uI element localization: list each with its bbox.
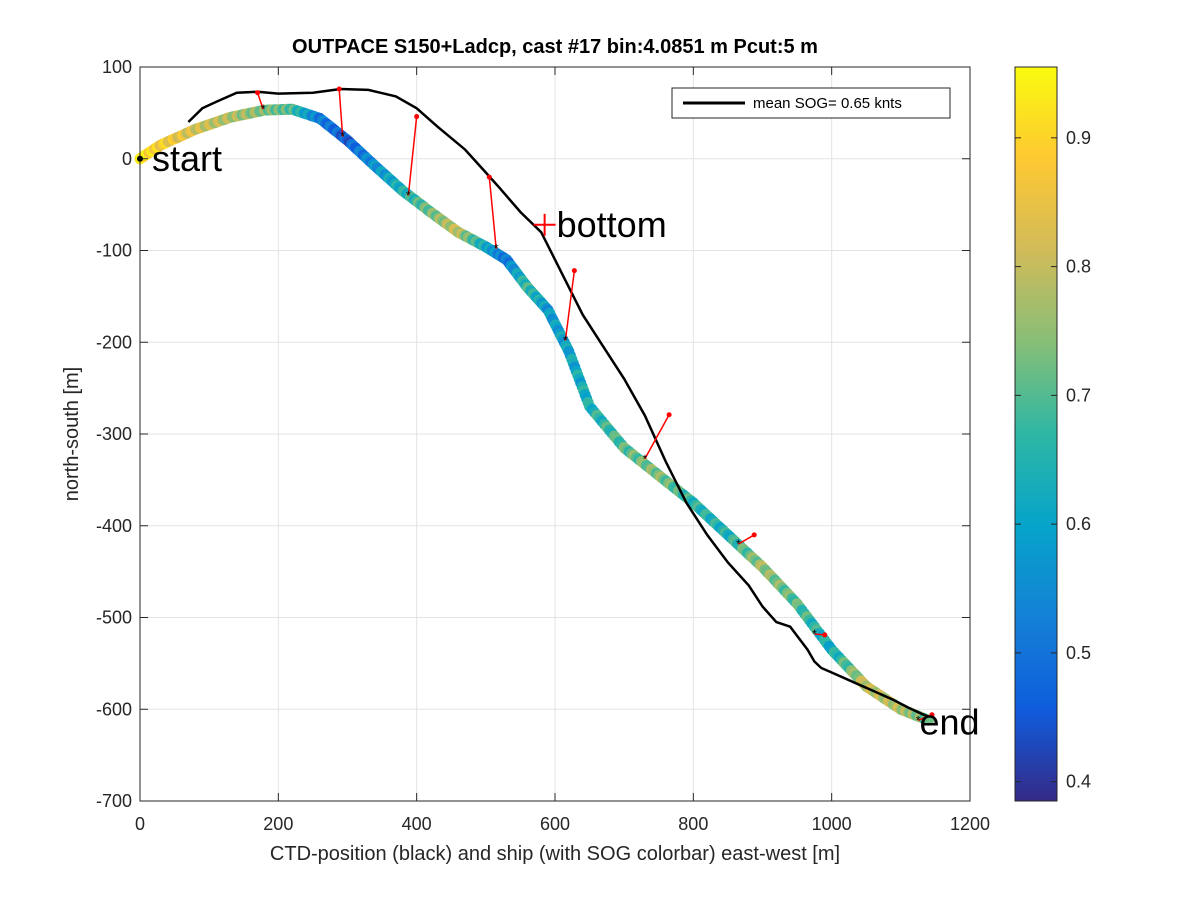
x-tick-label: 1000 — [812, 814, 852, 834]
connector-ship-marker: * — [916, 713, 921, 727]
y-axis-label: north-south [m] — [61, 367, 83, 502]
connector-line — [564, 270, 576, 341]
x-axis-label: CTD-position (black) and ship (with SOG … — [270, 843, 840, 865]
x-tick-label: 200 — [263, 814, 293, 834]
y-tick-label: 100 — [102, 57, 132, 77]
y-tick-label: -400 — [96, 516, 132, 536]
y-tick-label: -300 — [96, 424, 132, 444]
colorbar-tick-label: 0.7 — [1066, 385, 1091, 405]
y-tick-label: -700 — [96, 791, 132, 811]
grid — [140, 67, 970, 801]
colorbar — [1014, 66, 1058, 802]
connector-ship-marker: * — [261, 102, 266, 116]
connector-ctd-point — [255, 90, 261, 96]
annotations: start bottom end — [137, 138, 980, 742]
legend: mean SOG= 0.65 knts — [671, 87, 951, 119]
annotation-end: end — [920, 701, 980, 742]
colorbar-tick-label: 0.8 — [1066, 257, 1091, 277]
colorbar-tick-label: 0.9 — [1066, 128, 1091, 148]
connector-ctd-point — [666, 412, 672, 418]
connector-line — [407, 116, 418, 196]
bottom-marker — [533, 213, 556, 236]
colorbar-ticks: 0.9 0.8 0.7 0.6 0.5 0.4 — [1015, 128, 1091, 792]
connector-ship-marker: * — [643, 452, 648, 466]
x-tick-label: 1200 — [950, 814, 990, 834]
ticks: 0 200 400 600 800 1000 12001000-100-200-300-40… — [96, 57, 990, 834]
connector-ship-marker: * — [494, 242, 499, 256]
annotation-bottom: bottom — [557, 204, 667, 245]
annotation-start: start — [152, 138, 222, 179]
connector-ctd-point — [336, 86, 342, 92]
connector-ctd-point — [929, 712, 935, 718]
y-tick-label: -500 — [96, 608, 132, 628]
y-tick-label: 0 — [122, 149, 132, 169]
chart-title: OUTPACE S150+Ladcp, cast #17 bin:4.0851 … — [292, 36, 818, 58]
x-tick-label: 800 — [678, 814, 708, 834]
connector-ctd-point — [751, 532, 757, 538]
connector-ship-marker: * — [406, 188, 411, 202]
ship-track — [134, 103, 934, 726]
y-tick-label: -200 — [96, 332, 132, 352]
connector-line — [644, 414, 670, 460]
ctd-track-line — [187, 87, 929, 718]
colorbar-tick-label: 0.5 — [1066, 643, 1091, 663]
connector-ship-marker: * — [812, 627, 817, 641]
y-tick-label: -600 — [96, 699, 132, 719]
connectors: * * * * * * * * * — [255, 86, 935, 727]
connector-ship-marker: * — [340, 130, 345, 144]
legend-label: mean SOG= 0.65 knts — [753, 95, 902, 112]
connector-ship-marker: * — [563, 333, 568, 347]
connector-ctd-point — [486, 174, 492, 180]
x-tick-label: 400 — [402, 814, 432, 834]
colorbar-tick-label: 0.6 — [1066, 514, 1091, 534]
connector-line — [737, 534, 755, 545]
connector-ship-marker: * — [736, 537, 741, 551]
y-tick-label: -100 — [96, 241, 132, 261]
x-tick-label: 0 — [135, 814, 145, 834]
colorbar-tick-label: 0.4 — [1066, 772, 1091, 792]
connector-ctd-point — [571, 268, 577, 274]
connector-line — [338, 88, 344, 137]
connector-line — [256, 92, 264, 110]
x-tick-label: 600 — [540, 814, 570, 834]
connector-ctd-point — [822, 632, 828, 638]
connector-ctd-point — [414, 114, 420, 120]
start-marker — [137, 155, 143, 162]
connector-line — [488, 177, 497, 249]
